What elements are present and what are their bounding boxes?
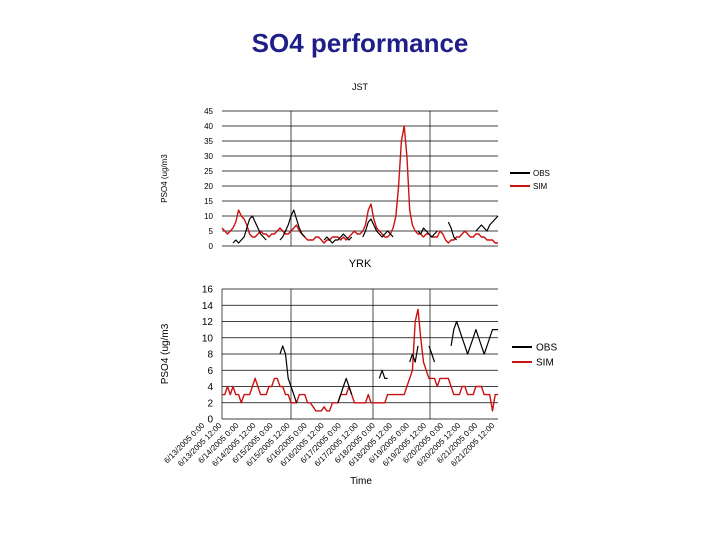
x-axis-label: Time [350, 476, 372, 487]
y-axis-label: PSO4 (ug/m3 [160, 323, 171, 384]
series-line-obs [279, 320, 498, 403]
y-tick-label: 4 [207, 382, 213, 393]
y-axis-label: PSO4 (ug/m3 [160, 154, 169, 203]
y-tick-label: 14 [202, 301, 214, 312]
y-tick-label: 15 [204, 197, 213, 206]
y-tick-label: 10 [202, 333, 214, 344]
y-tick-label: 6 [207, 366, 213, 377]
y-tick-label: 20 [204, 182, 213, 191]
legend-label-obs: OBS [536, 343, 557, 354]
y-tick-label: 8 [207, 350, 213, 361]
series-line-sim [221, 125, 498, 244]
chart-title: JST [352, 82, 369, 92]
slide-title: SO4 performance [251, 28, 469, 58]
legend-label-sim: SIM [533, 182, 548, 191]
y-tick-label: 12 [202, 317, 214, 328]
chart-title: YRK [349, 258, 372, 270]
y-tick-label: 0 [209, 242, 214, 251]
y-tick-label: 0 [207, 415, 213, 426]
y-tick-label: 40 [204, 122, 213, 131]
y-tick-label: 25 [204, 167, 213, 176]
y-tick-label: 5 [209, 227, 214, 236]
legend-label-obs: OBS [533, 169, 550, 178]
legend-label-sim: SIM [536, 358, 554, 369]
y-tick-label: 35 [204, 137, 213, 146]
y-tick-label: 2 [207, 398, 213, 409]
series-line-obs [232, 209, 499, 244]
y-tick-label: 45 [204, 107, 213, 116]
y-tick-label: 30 [204, 152, 213, 161]
y-tick-label: 16 [202, 285, 214, 296]
series-line-sim [222, 308, 498, 412]
y-tick-label: 10 [204, 212, 213, 221]
